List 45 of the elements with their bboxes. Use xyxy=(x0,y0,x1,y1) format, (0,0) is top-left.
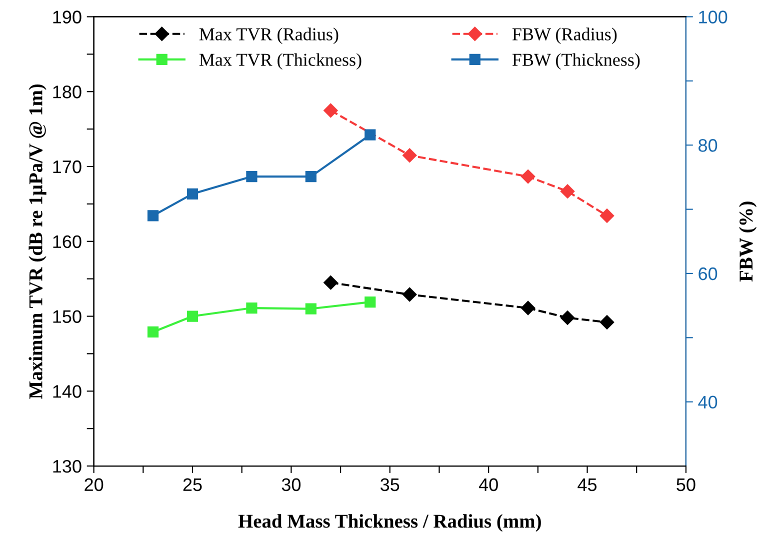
point xyxy=(402,287,417,302)
y-tick-label: 160 xyxy=(53,235,82,248)
x-tick-label: 30 xyxy=(282,478,301,492)
point xyxy=(305,303,316,314)
point xyxy=(600,315,614,330)
y-tick-label: 130 xyxy=(53,460,82,473)
y2-tick-label: 100 xyxy=(699,10,728,24)
legend-label: FBW (Radius) xyxy=(512,28,617,44)
x-tick-label: 40 xyxy=(478,478,498,492)
x-axis-title: Head Mass Thickness / Radius (mm) xyxy=(238,514,541,532)
y2-tick-label: 80 xyxy=(698,139,718,152)
point xyxy=(364,129,376,140)
y-axis-title: Maximum TVR (dB re 1µPa/V @ 1m) xyxy=(28,84,46,399)
point xyxy=(560,310,575,325)
y-tick-label: 190 xyxy=(53,10,82,24)
x-tick-label: 45 xyxy=(578,478,597,492)
x-tick-label: 35 xyxy=(380,478,400,492)
point xyxy=(402,148,417,162)
point xyxy=(364,296,376,308)
point xyxy=(520,169,536,184)
point xyxy=(147,210,159,222)
point xyxy=(324,103,338,118)
y-tick-label: 150 xyxy=(53,310,82,323)
legend-label: Max TVR (Radius) xyxy=(199,28,338,44)
x-tick-label: 25 xyxy=(183,478,202,492)
point xyxy=(246,302,258,314)
point xyxy=(520,300,536,316)
legend-label: FBW (Thickness) xyxy=(512,53,640,70)
point xyxy=(305,171,316,182)
point xyxy=(600,208,614,223)
point xyxy=(186,310,198,322)
y2-tick-label: 40 xyxy=(698,396,718,409)
x-tick-label: 20 xyxy=(84,478,104,492)
point xyxy=(186,188,198,200)
legend-label: Max TVR (Thickness) xyxy=(199,53,362,70)
y2-axis-title: FBW (%) xyxy=(738,202,757,282)
y2-tick-label: 60 xyxy=(698,267,718,280)
point xyxy=(147,326,159,338)
point xyxy=(246,171,258,182)
y-tick-label: 170 xyxy=(53,160,82,174)
point xyxy=(324,275,338,290)
y-tick-label: 180 xyxy=(53,86,82,98)
y-tick-label: 140 xyxy=(53,385,82,398)
x-tick-label: 50 xyxy=(676,478,696,492)
point xyxy=(560,184,575,198)
